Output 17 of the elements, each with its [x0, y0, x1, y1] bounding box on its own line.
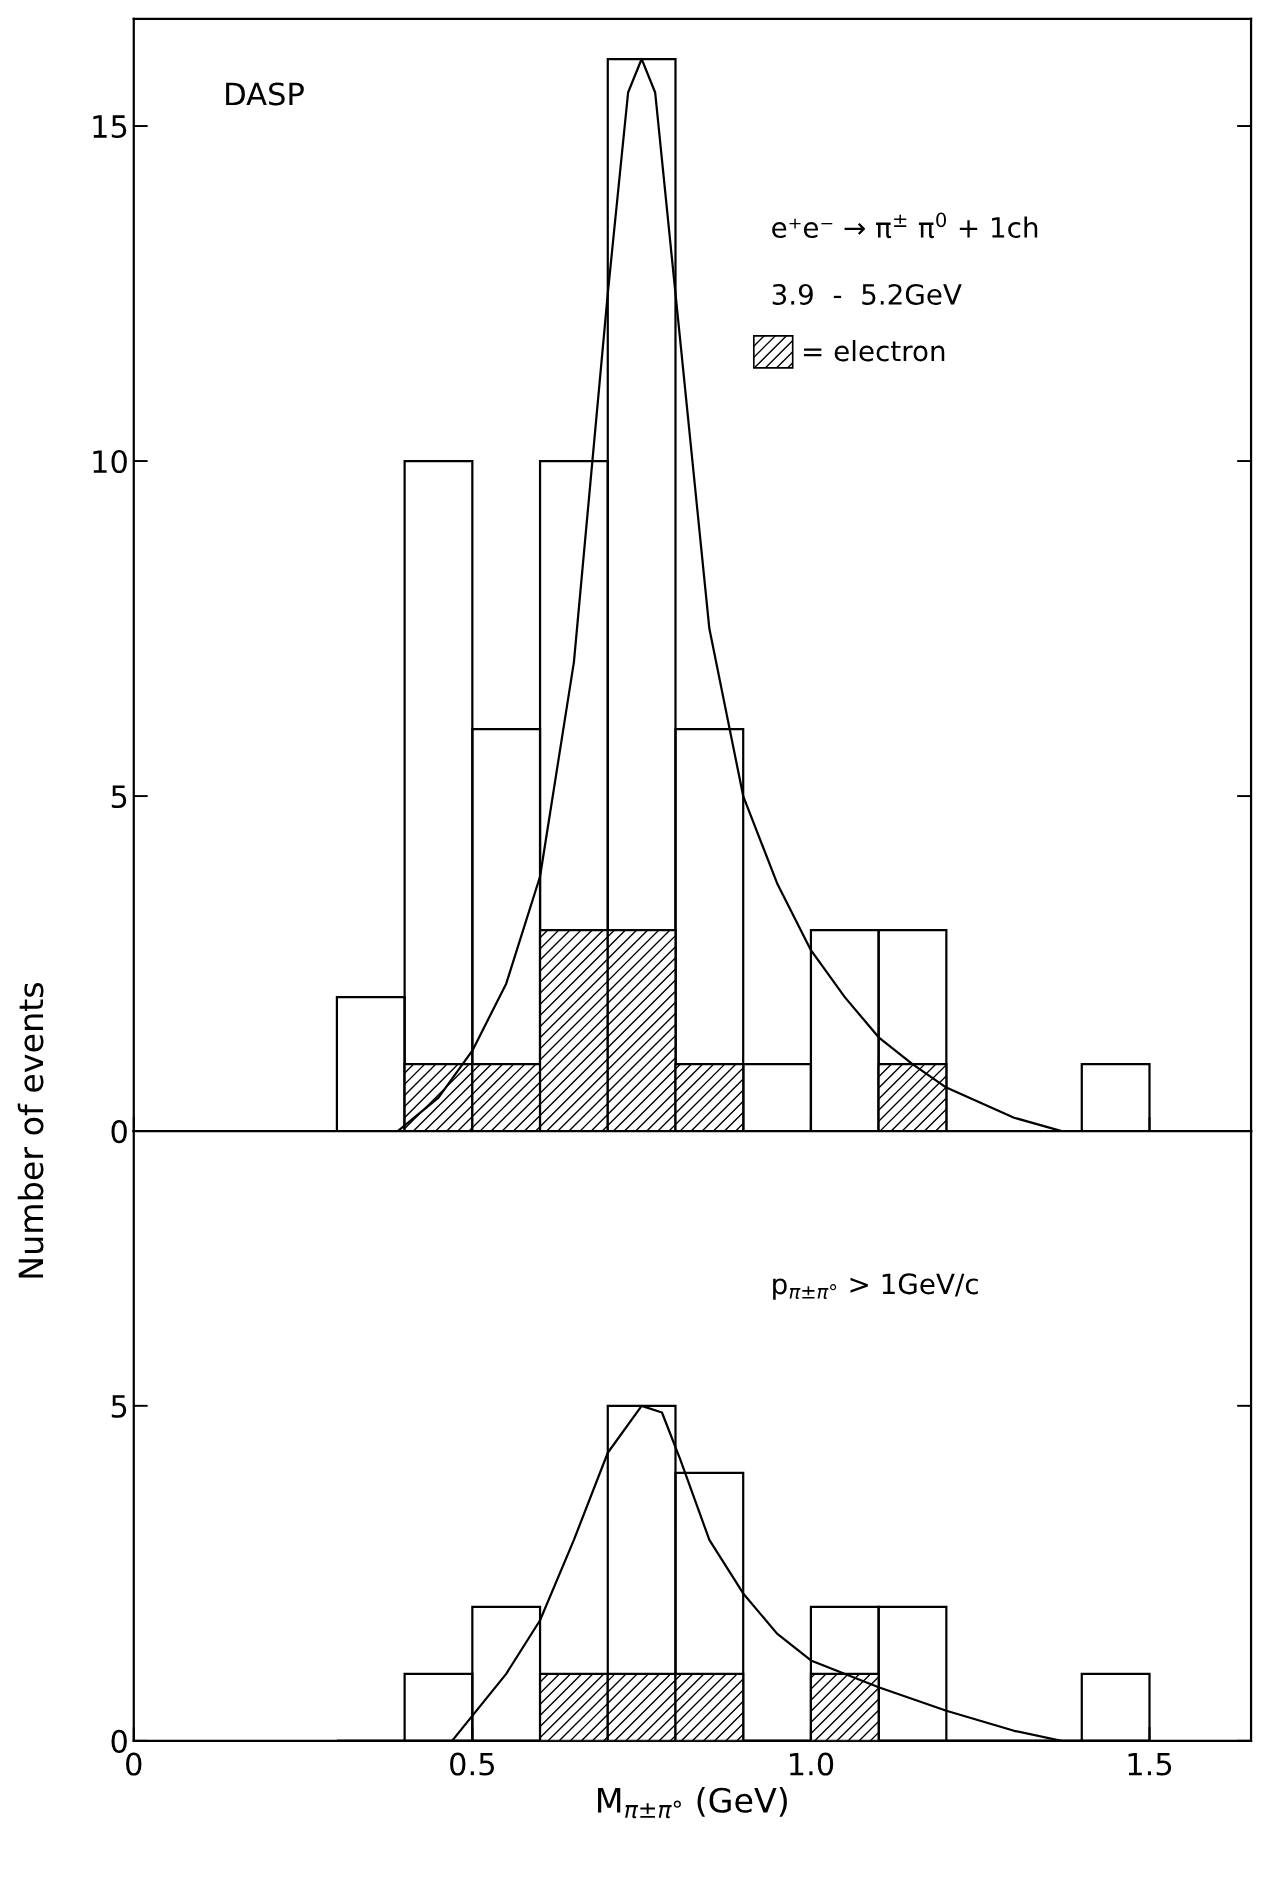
x-axis-title: M$_{π±π°}$ (GeV) [598, 1787, 787, 1819]
y-axis-title: Number of events [17, 982, 44, 1278]
y-tick-label: 0 [111, 1120, 127, 1144]
x-tick-label: 1.5 [1128, 1752, 1172, 1776]
annotation: p$_{π±π°}$ > 1GeV/c [773, 1273, 978, 1300]
annotation: DASP [226, 82, 304, 106]
y-tick-label: 0 [111, 1729, 127, 1753]
y-tick-label: 5 [111, 785, 127, 809]
x-tick-label: 0 [126, 1752, 142, 1776]
x-tick-label: 1.0 [789, 1752, 834, 1776]
annotation: e⁺e⁻ → π$^{±}$ π$^{0}$ + 1ch [772, 212, 1038, 239]
legend-label: = electron [803, 339, 945, 362]
y-tick-label: 5 [111, 1395, 127, 1418]
y-tick-label: 10 [93, 449, 127, 474]
y-tick-label: 15 [93, 115, 127, 139]
annotation: 3.9 - 5.2GeV [772, 283, 962, 305]
x-tick-label: 0.5 [450, 1752, 494, 1776]
